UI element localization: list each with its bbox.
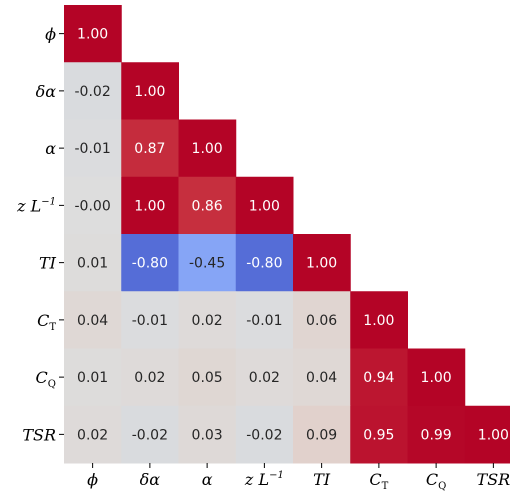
heatmap-cell-6-2 bbox=[178, 348, 237, 407]
cell-value-label-6-5: 0.94 bbox=[363, 370, 394, 386]
x-tick-label-6: CQ bbox=[426, 470, 446, 492]
cell-value-label-1-0: -0.02 bbox=[75, 84, 111, 100]
cell-value-label-2-1: 0.87 bbox=[134, 141, 165, 157]
cell-value-label-4-3: -0.80 bbox=[246, 256, 282, 272]
heatmap-cell-4-3 bbox=[235, 234, 294, 292]
cell-value-label-5-3: -0.01 bbox=[246, 313, 282, 329]
cell-value-label-0-0: 1.00 bbox=[77, 27, 108, 43]
cell-value-label-5-4: 0.06 bbox=[306, 313, 337, 329]
heatmap-cell-6-1 bbox=[121, 348, 179, 407]
heatmap-cell-4-1 bbox=[121, 234, 179, 292]
cell-value-label-5-1: -0.01 bbox=[132, 313, 168, 329]
x-tick-label-0: ϕ bbox=[87, 470, 98, 489]
heatmap-cells: 1.00 -0.02 1.00 -0.01 0.87 1.00 -0.00 1.00 0.86 1… bbox=[64, 5, 510, 464]
heatmap-cell-5-4 bbox=[293, 291, 351, 349]
cell-value-label-5-5: 1.00 bbox=[363, 313, 394, 329]
cell-value-label-6-6: 1.00 bbox=[421, 370, 452, 386]
cell-value-label-3-3: 1.00 bbox=[249, 198, 280, 214]
y-tick-label-6: CQ bbox=[36, 368, 56, 390]
y-tick-label-2: α bbox=[45, 139, 56, 158]
cell-value-label-4-2: -0.45 bbox=[189, 256, 225, 272]
y-tick-label-3: z L−1 bbox=[16, 196, 56, 215]
x-tick-label-1: δα bbox=[140, 470, 161, 489]
cell-value-label-7-3: -0.02 bbox=[246, 427, 282, 443]
heatmap-cell-7-6 bbox=[407, 405, 466, 464]
y-tick-label-0: ϕ bbox=[45, 25, 56, 44]
heatmap-cell-2-2 bbox=[178, 119, 237, 178]
cell-value-label-1-1: 1.00 bbox=[134, 84, 165, 100]
x-tick-label-5: CT bbox=[369, 470, 388, 492]
cell-value-label-3-0: -0.00 bbox=[75, 198, 111, 214]
x-tick-label-7: TSR bbox=[477, 470, 510, 489]
heatmap-cell-7-0 bbox=[64, 405, 122, 464]
cell-value-label-5-0: 0.04 bbox=[77, 313, 108, 329]
y-tick-label-5: CT bbox=[37, 311, 56, 333]
heatmap-cell-6-0 bbox=[64, 348, 122, 407]
heatmap-cell-5-0 bbox=[64, 291, 122, 349]
cell-value-label-7-6: 0.99 bbox=[421, 427, 452, 443]
heatmap-cell-5-5 bbox=[350, 291, 408, 349]
heatmap-cell-7-5 bbox=[350, 405, 408, 464]
cell-value-label-7-4: 0.09 bbox=[306, 427, 337, 443]
cell-value-label-6-4: 0.04 bbox=[306, 370, 337, 386]
heatmap-cell-6-3 bbox=[235, 348, 294, 407]
cell-value-label-7-5: 0.95 bbox=[363, 427, 394, 443]
heatmap-cell-6-5 bbox=[350, 348, 408, 407]
heatmap-cell-7-3 bbox=[235, 405, 294, 464]
cell-value-label-2-2: 1.00 bbox=[192, 141, 223, 157]
heatmap-cell-7-1 bbox=[121, 405, 179, 464]
y-tick-label-7: TSR bbox=[22, 425, 56, 444]
cell-value-label-6-1: 0.02 bbox=[134, 370, 165, 386]
heatmap-cell-3-0 bbox=[64, 176, 122, 235]
cell-value-label-4-4: 1.00 bbox=[306, 256, 337, 272]
cell-value-label-2-0: -0.01 bbox=[75, 141, 111, 157]
heatmap-cell-6-4 bbox=[293, 348, 351, 407]
cell-value-label-7-7: 1.00 bbox=[478, 427, 509, 443]
y-tick-label-1: δα bbox=[36, 82, 57, 101]
heatmap-cell-6-6 bbox=[407, 348, 466, 407]
heatmap-cell-2-1 bbox=[121, 119, 179, 178]
heatmap-cell-5-1 bbox=[121, 291, 179, 349]
cell-value-label-4-0: 0.01 bbox=[77, 256, 108, 272]
x-tick-labels: ϕ δα α z L−1 TI CT CQ TSR bbox=[87, 463, 510, 492]
heatmap-cell-3-1 bbox=[121, 176, 179, 235]
cell-value-label-6-0: 0.01 bbox=[77, 370, 108, 386]
x-tick-label-3: z L−1 bbox=[244, 470, 284, 489]
heatmap-cell-7-2 bbox=[178, 405, 237, 464]
heatmap-cell-3-2 bbox=[178, 176, 237, 235]
cell-value-label-7-0: 0.02 bbox=[77, 427, 108, 443]
heatmap-cell-0-0 bbox=[64, 5, 122, 63]
heatmap-cell-2-0 bbox=[64, 119, 122, 178]
heatmap-cell-1-1 bbox=[121, 62, 179, 120]
heatmap-cell-5-3 bbox=[235, 291, 294, 349]
cell-value-label-5-2: 0.02 bbox=[192, 313, 223, 329]
cell-value-label-6-3: 0.02 bbox=[249, 370, 280, 386]
y-tick-label-4: TI bbox=[39, 254, 57, 273]
cell-value-label-7-1: -0.02 bbox=[132, 427, 168, 443]
y-tick-labels: ϕ δα α z L−1 TI CT CQ TSR bbox=[16, 25, 64, 444]
cell-value-label-3-1: 1.00 bbox=[134, 198, 165, 214]
cell-value-label-4-1: -0.80 bbox=[132, 256, 168, 272]
heatmap-cell-4-2 bbox=[178, 234, 237, 292]
x-tick-label-4: TI bbox=[313, 470, 331, 489]
heatmap-cell-3-3 bbox=[235, 176, 294, 235]
cell-value-label-7-2: 0.03 bbox=[192, 427, 223, 443]
heatmap-cell-5-2 bbox=[178, 291, 237, 349]
cell-value-label-6-2: 0.05 bbox=[192, 370, 223, 386]
heatmap-cell-1-0 bbox=[64, 62, 122, 120]
heatmap-cell-7-7 bbox=[464, 405, 510, 464]
heatmap-cell-4-4 bbox=[293, 234, 351, 292]
heatmap-cell-7-4 bbox=[293, 405, 351, 464]
heatmap-cell-4-0 bbox=[64, 234, 122, 292]
cell-value-label-3-2: 0.86 bbox=[192, 198, 223, 214]
x-tick-label-2: α bbox=[202, 470, 213, 489]
